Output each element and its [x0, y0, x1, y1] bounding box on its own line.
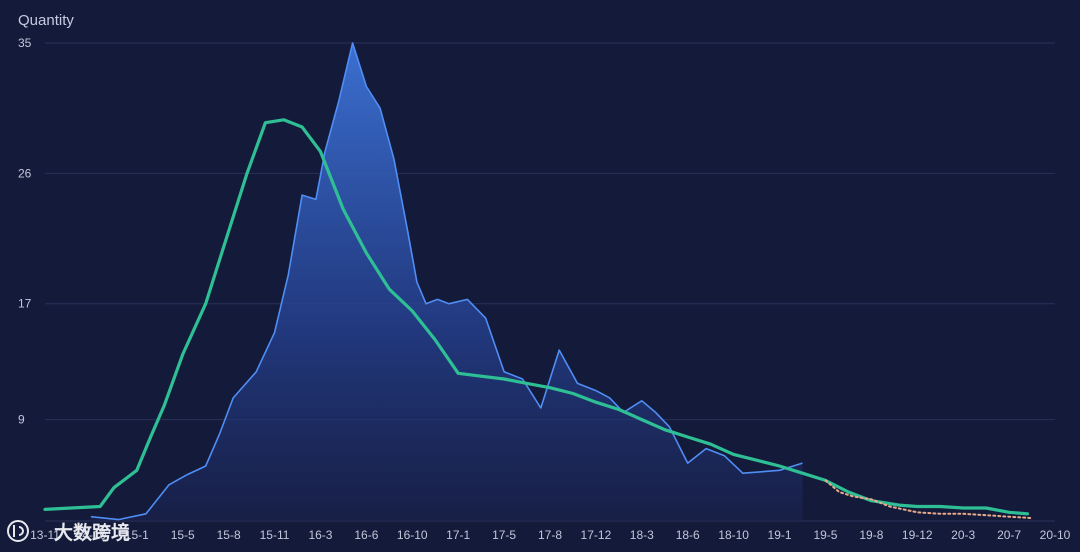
y-tick-label: 9 — [18, 413, 25, 427]
x-tick-label: 20-7 — [997, 528, 1021, 542]
y-tick-layer: 9 17 26 35 — [18, 36, 32, 427]
x-tick-label: 18-6 — [676, 528, 700, 542]
x-tick-label: 15-1 — [125, 528, 149, 542]
x-tick-label: 17-5 — [492, 528, 516, 542]
watermark-text: 大数跨境 — [54, 521, 130, 544]
y-tick-label: 35 — [18, 36, 32, 50]
x-tick-label: 19-5 — [813, 528, 837, 542]
x-tick-label: 18-10 — [718, 528, 749, 542]
x-tick-label: 20-10 — [1040, 528, 1071, 542]
x-tick-label: 19-12 — [902, 528, 933, 542]
x-tick-label: 15-11 — [260, 528, 290, 542]
series-2-dotted-line — [824, 479, 1033, 520]
x-tick-label: 17-1 — [446, 528, 470, 542]
x-tick-label: 16-3 — [308, 528, 332, 542]
area-layer — [90, 43, 803, 521]
x-tick-layer: 13-11 14-10 15-1 15-5 15-8 15-11 16-3 16-6 16-10… — [30, 528, 1071, 542]
watermark: 大数跨境 — [7, 520, 130, 544]
x-tick-label: 20-3 — [951, 528, 975, 542]
y-axis-title: Quantity — [18, 12, 74, 29]
series-0-line — [90, 42, 803, 521]
x-tick-label: 16-6 — [354, 528, 378, 542]
x-tick-label: 19-1 — [768, 528, 792, 542]
y-tick-label: 26 — [18, 166, 32, 180]
x-tick-label: 17-12 — [581, 528, 612, 542]
x-tick-label: 15-5 — [171, 528, 195, 542]
x-tick-label: 13-11 — [30, 528, 60, 542]
x-tick-label: 18-3 — [630, 528, 654, 542]
line-layer — [43, 42, 1033, 521]
y-tick-label: 17 — [18, 297, 32, 311]
series-1-line — [43, 118, 1030, 516]
x-tick-label: 17-8 — [538, 528, 562, 542]
x-tick-label: 19-8 — [859, 528, 883, 542]
watermark-logo-mark — [13, 525, 24, 537]
x-tick-label: 14-10 — [76, 528, 107, 542]
watermark-logo-icon — [7, 520, 29, 542]
x-tick-label: 15-8 — [217, 528, 241, 542]
series-0-area — [90, 43, 803, 521]
x-tick-label: 16-10 — [397, 528, 428, 542]
